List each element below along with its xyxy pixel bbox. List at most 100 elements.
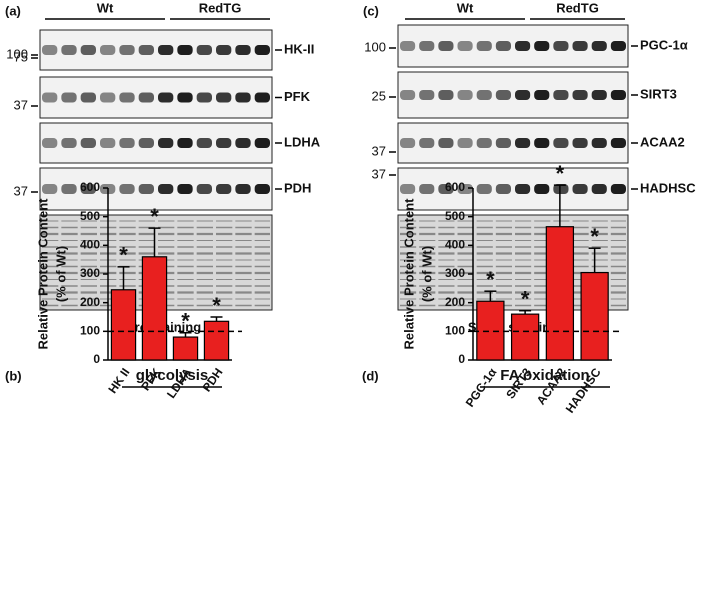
blot-band	[438, 41, 454, 51]
blot-band	[438, 90, 454, 100]
panel-label: (b)	[5, 368, 22, 383]
blot-band	[216, 184, 232, 194]
blot-band	[196, 92, 212, 103]
blot-band	[216, 45, 232, 55]
blot-band	[419, 184, 435, 194]
significance-star: *	[212, 293, 221, 318]
y-tick-label: 300	[445, 266, 465, 280]
blot-band	[158, 184, 174, 194]
blot-band	[235, 92, 251, 103]
blot-band	[100, 92, 116, 103]
bar	[476, 300, 505, 361]
blot-frame	[39, 167, 273, 211]
blot-band	[216, 92, 232, 103]
protein-label: PGC-1α	[640, 37, 688, 52]
y-tick-label: 600	[445, 180, 465, 194]
y-axis-label: Relative Protein Content	[35, 198, 50, 350]
blot-band	[438, 184, 454, 194]
significance-star: *	[556, 161, 565, 186]
y-tick-label: 400	[445, 238, 465, 252]
protein-label: PDH	[284, 180, 311, 195]
group-label: RedTG	[199, 0, 242, 15]
marker-label: 100	[6, 46, 28, 61]
protein-label: LDHA	[284, 134, 321, 149]
group-label: Wt	[457, 0, 474, 15]
blot-band	[61, 92, 77, 103]
blot-frame	[397, 24, 629, 68]
blot-frame	[39, 122, 273, 164]
blot-band	[400, 138, 416, 148]
protein-label: HADHSC	[640, 180, 696, 195]
blot-band	[158, 92, 174, 103]
blot-band	[553, 184, 569, 194]
blot-band	[515, 41, 531, 51]
blot-band	[572, 41, 588, 51]
blot-band	[591, 184, 607, 194]
blot-band	[400, 90, 416, 100]
y-tick-label: 500	[80, 209, 100, 223]
blot-band	[476, 41, 492, 51]
blot-band	[515, 90, 531, 100]
blot-band	[177, 184, 193, 194]
marker-label: 37	[372, 166, 386, 181]
y-tick-label: 0	[93, 352, 100, 366]
marker-label: 37	[372, 143, 386, 158]
blot-band	[254, 138, 270, 148]
blot-band	[553, 138, 569, 148]
blot-band	[419, 41, 435, 51]
blot-band	[235, 184, 251, 194]
panel-label: (c)	[363, 3, 379, 18]
blot-band	[457, 184, 473, 194]
blot-band	[80, 184, 96, 194]
x-tick-label: HK II	[105, 366, 132, 396]
blot-band	[476, 138, 492, 148]
blot-band	[196, 184, 212, 194]
blot-band	[495, 184, 511, 194]
group-label: RedTG	[556, 0, 599, 15]
blot-band	[42, 184, 58, 194]
blot-band	[400, 184, 416, 194]
blot-band	[553, 41, 569, 51]
blot-band	[495, 41, 511, 51]
blot-band	[610, 90, 626, 100]
chart-title: FA oxidation	[500, 367, 589, 384]
blot-band	[235, 45, 251, 55]
blot-band	[42, 45, 58, 55]
protein-label: PFK	[284, 89, 311, 104]
blot-band	[61, 138, 77, 148]
y-tick-label: 200	[80, 295, 100, 309]
blot-band	[610, 184, 626, 194]
blot-band	[254, 92, 270, 103]
blot-band	[138, 92, 154, 103]
blot-band	[100, 138, 116, 148]
blot-band	[177, 45, 193, 55]
blot-band	[216, 138, 232, 148]
blot-band	[476, 90, 492, 100]
blot-band	[80, 92, 96, 103]
blot-band	[495, 90, 511, 100]
blot-band	[119, 92, 135, 103]
protein-label: HK-II	[284, 41, 314, 56]
y-tick-label: 300	[80, 266, 100, 280]
blot-band	[119, 138, 135, 148]
blot-band	[457, 138, 473, 148]
blot-band	[138, 138, 154, 148]
blot-band	[572, 138, 588, 148]
blot-band	[534, 90, 550, 100]
blot-band	[572, 184, 588, 194]
significance-star: *	[521, 287, 530, 312]
group-label: Wt	[97, 0, 114, 15]
significance-star: *	[486, 267, 495, 292]
blot-band	[438, 138, 454, 148]
y-axis-label: (% of Wt)	[419, 246, 434, 302]
marker-label: 100	[364, 39, 386, 54]
marker-label: 37	[14, 183, 28, 198]
blot-band	[553, 90, 569, 100]
y-tick-label: 200	[445, 295, 465, 309]
blot-band	[196, 138, 212, 148]
blot-band	[591, 41, 607, 51]
blot-band	[476, 184, 492, 194]
blot-band	[419, 138, 435, 148]
blot-band	[235, 138, 251, 148]
significance-star: *	[150, 204, 159, 229]
